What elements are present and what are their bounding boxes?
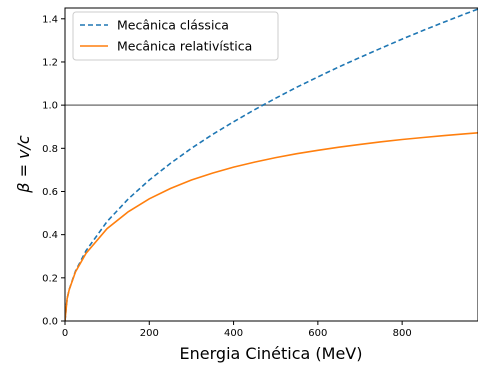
x-tick-label: 200 xyxy=(140,328,159,339)
x-axis: 0 200 400 600 800 xyxy=(62,321,412,339)
legend-box xyxy=(72,11,279,61)
y-tick-label: 1.2 xyxy=(42,57,58,68)
x-tick-label: 600 xyxy=(308,328,327,339)
y-tick-label: 0.4 xyxy=(42,230,58,241)
y-tick-label: 0.2 xyxy=(42,273,58,284)
x-axis-label: Energia Cinética (MeV) xyxy=(180,344,363,363)
y-tick-label: 0.0 xyxy=(42,317,58,328)
legend-label-classical: Mecânica clássica xyxy=(117,18,229,33)
x-tick-label: 400 xyxy=(224,328,243,339)
y-axis-label: β = v/c xyxy=(14,135,33,194)
x-tick-label: 0 xyxy=(62,328,68,339)
legend-label-relativistic: Mecânica relativística xyxy=(117,39,252,54)
y-tick-label: 0.8 xyxy=(42,144,58,155)
x-tick-label: 800 xyxy=(393,328,412,339)
y-tick-label: 1.0 xyxy=(42,101,58,112)
legend: Mecânica clássica Mecânica relativística xyxy=(72,11,279,61)
y-tick-label: 0.6 xyxy=(42,187,58,198)
series-line-relativistic xyxy=(65,132,478,321)
y-tick-label: 1.4 xyxy=(42,14,58,25)
series-line-classical xyxy=(65,8,478,321)
y-axis: 0.0 0.2 0.4 0.6 0.8 1.0 1.2 1.4 xyxy=(42,14,65,328)
plot-area xyxy=(64,7,478,322)
plot-frame xyxy=(64,7,478,322)
